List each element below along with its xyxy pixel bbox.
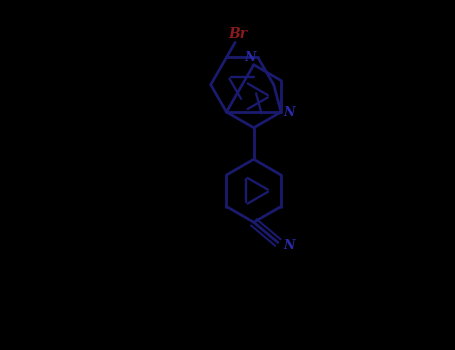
Text: N: N xyxy=(245,50,256,64)
Text: N: N xyxy=(283,106,294,119)
Text: N: N xyxy=(283,239,294,252)
Text: Br: Br xyxy=(228,27,248,41)
